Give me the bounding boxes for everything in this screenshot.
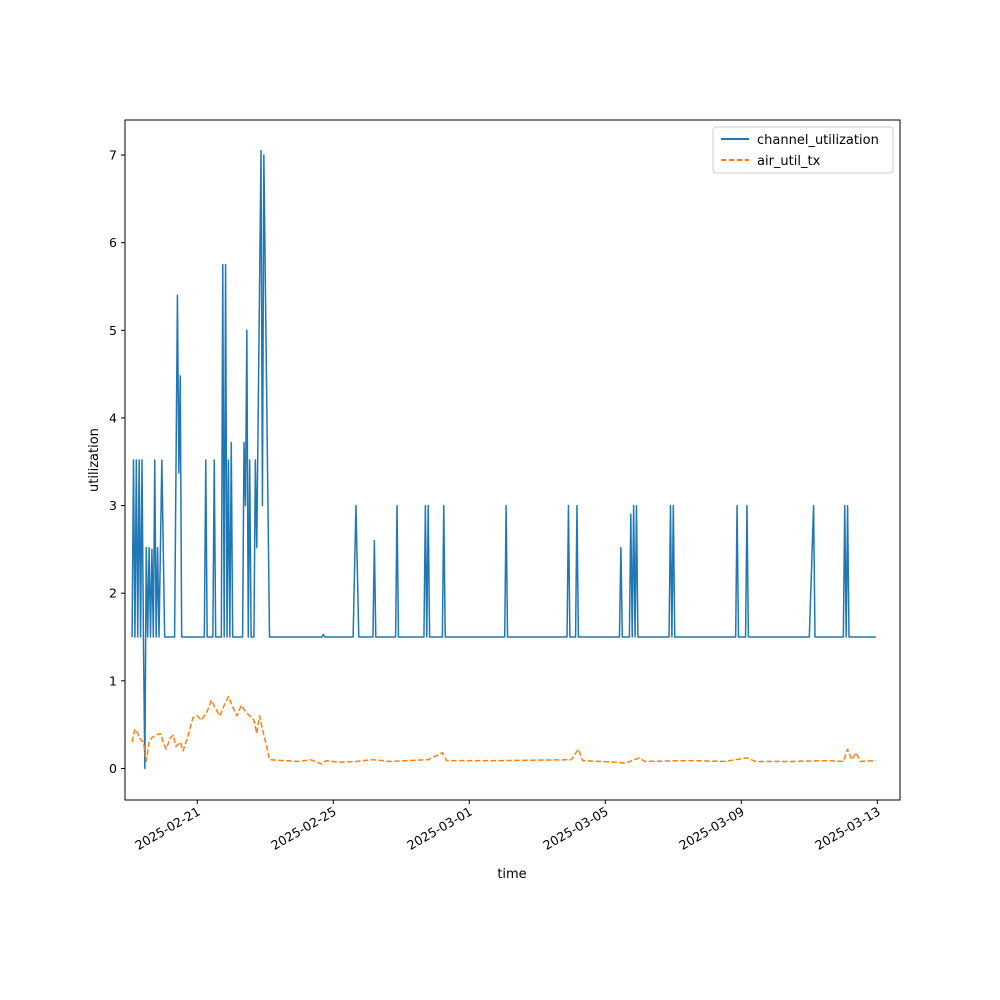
y-tick-label: 5 xyxy=(109,323,117,338)
series-line-channel-utilization xyxy=(131,149,876,770)
y-tick-label: 7 xyxy=(109,148,117,163)
legend-box xyxy=(712,126,894,174)
y-tick-label: 0 xyxy=(109,761,117,776)
plot-background xyxy=(125,120,900,800)
y-axis: 0 1 2 3 4 5 6 7 xyxy=(109,148,125,776)
x-axis-label: time xyxy=(497,867,526,882)
y-tick-label: 1 xyxy=(109,673,117,688)
y-axis-label: utilization xyxy=(87,428,102,492)
y-tick-label: 6 xyxy=(109,235,117,250)
legend-label-channel-utilization: channel_utilization xyxy=(757,133,879,148)
y-tick-label: 3 xyxy=(109,498,117,513)
y-tick-label: 2 xyxy=(109,586,117,601)
plot-area xyxy=(124,119,901,801)
series-line-air-util-tx xyxy=(131,695,876,765)
legend: channel_utilization air_util_tx xyxy=(712,126,894,174)
y-tick-label: 4 xyxy=(109,410,117,425)
plot-frame xyxy=(124,119,901,801)
legend-label-air-util-tx: air_util_tx xyxy=(757,154,821,169)
series-layer xyxy=(131,149,876,770)
